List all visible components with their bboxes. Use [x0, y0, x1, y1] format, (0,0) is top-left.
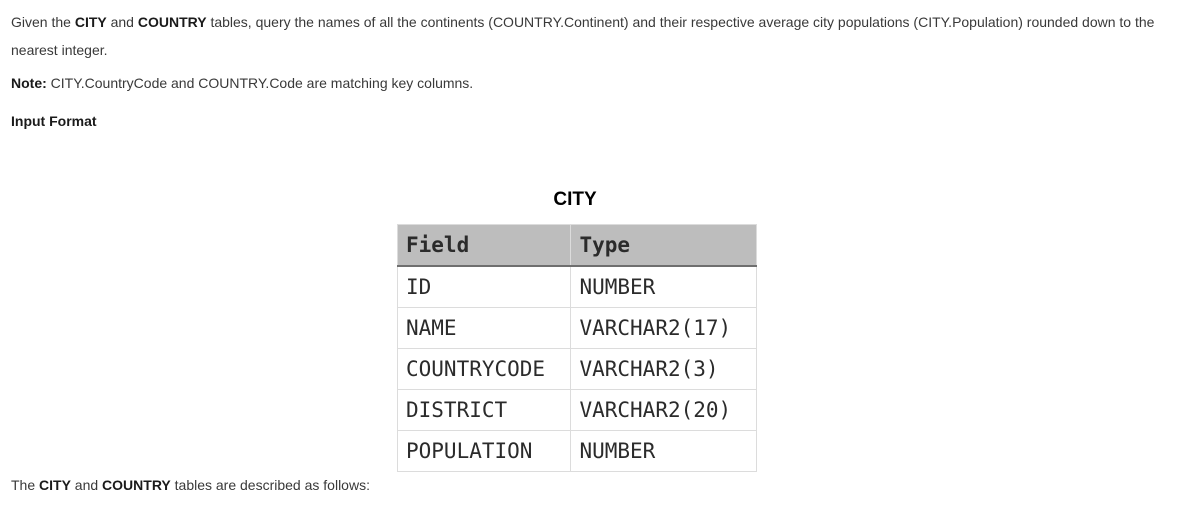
- type-cell: NUMBER: [570, 430, 757, 472]
- type-cell: VARCHAR2(17): [570, 307, 757, 349]
- table-row: DISTRICT VARCHAR2(20): [396, 389, 757, 431]
- statement-text-3: tables, query the names of all the conti…: [11, 14, 1155, 58]
- table-row: COUNTRYCODE VARCHAR2(3): [396, 348, 757, 390]
- table-title-text: CITY: [553, 189, 597, 210]
- note-label: Note:: [11, 75, 47, 91]
- field-cell: ID: [396, 265, 572, 308]
- field-cell: DISTRICT: [396, 389, 572, 431]
- country-keyword: COUNTRY: [102, 477, 171, 493]
- header-field: Field: [396, 224, 572, 267]
- type-cell: VARCHAR2(3): [570, 348, 757, 390]
- city-keyword: CITY: [74, 14, 107, 30]
- field-cell: COUNTRYCODE: [396, 348, 572, 390]
- table-row: POPULATION NUMBER: [396, 430, 757, 472]
- tables-description: The CITY and COUNTRY tables are describe…: [11, 471, 370, 499]
- city-table-figure: CITY Field Type ID NUMBER NAME VARCHAR2(…: [396, 186, 757, 472]
- country-keyword: COUNTRY: [137, 14, 207, 30]
- note-paragraph: Note: CITY.CountryCode and COUNTRY.Code …: [11, 69, 473, 97]
- table-title: CITY: [397, 186, 757, 216]
- statement-text-2: and: [106, 14, 138, 30]
- table-row: NAME VARCHAR2(17): [396, 307, 757, 349]
- description-text-2: and: [70, 477, 103, 493]
- input-format-label: Input Format: [11, 113, 97, 129]
- input-format-heading: Input Format: [11, 107, 97, 135]
- description-text-3: tables are described as follows:: [170, 477, 370, 493]
- city-schema-table: Field Type ID NUMBER NAME VARCHAR2(17) C…: [396, 224, 757, 472]
- field-cell: POPULATION: [396, 430, 572, 472]
- note-text: CITY.CountryCode and COUNTRY.Code are ma…: [46, 75, 474, 91]
- header-type: Type: [570, 224, 757, 267]
- table-header-row: Field Type: [396, 224, 757, 267]
- type-cell: NUMBER: [570, 265, 757, 308]
- field-cell: NAME: [396, 307, 572, 349]
- type-cell: VARCHAR2(20): [570, 389, 757, 431]
- problem-statement: Given the CITY and COUNTRY tables, query…: [11, 8, 1171, 64]
- statement-text-1: Given the: [11, 14, 75, 30]
- city-keyword: CITY: [39, 477, 71, 493]
- description-text-1: The: [11, 477, 40, 493]
- table-row: ID NUMBER: [396, 265, 757, 308]
